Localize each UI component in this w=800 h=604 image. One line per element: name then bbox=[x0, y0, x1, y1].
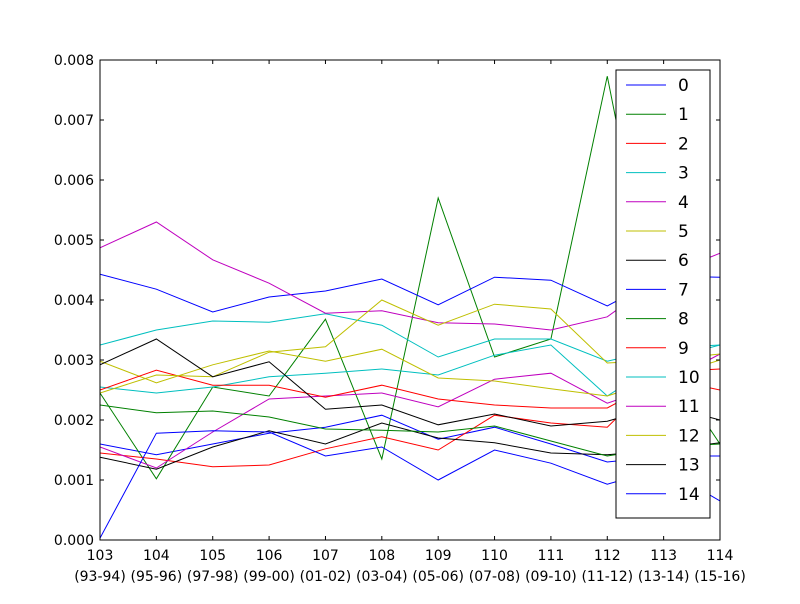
y-tick-label: 0.006 bbox=[54, 173, 94, 189]
x-tick-sublabel: (13-14) bbox=[638, 569, 690, 585]
y-tick-label: 0.001 bbox=[54, 473, 94, 489]
legend-label: 14 bbox=[678, 485, 700, 505]
x-tick-sublabel: (93-94) bbox=[74, 569, 126, 585]
x-tick-label: 103 bbox=[87, 548, 114, 564]
y-tick-label: 0.000 bbox=[54, 533, 94, 549]
x-tick-label: 104 bbox=[143, 548, 170, 564]
y-tick-label: 0.004 bbox=[54, 293, 94, 309]
y-tick-label: 0.005 bbox=[54, 233, 94, 249]
x-tick-label: 114 bbox=[707, 548, 734, 564]
x-tick-label: 109 bbox=[425, 548, 452, 564]
legend-label: 10 bbox=[678, 368, 700, 388]
x-tick-sublabel: (95-96) bbox=[131, 569, 183, 585]
legend-label: 1 bbox=[678, 105, 689, 125]
legend-label: 3 bbox=[678, 164, 689, 184]
y-tick-label: 0.007 bbox=[54, 113, 94, 129]
x-tick-sublabel: (07-08) bbox=[469, 569, 521, 585]
y-tick-label: 0.002 bbox=[54, 413, 94, 429]
y-tick-label: 0.008 bbox=[54, 53, 94, 69]
x-tick-sublabel: (01-02) bbox=[300, 569, 352, 585]
legend-label: 7 bbox=[678, 280, 689, 300]
x-tick-sublabel: (15-16) bbox=[694, 569, 746, 585]
x-tick-label: 105 bbox=[199, 548, 226, 564]
legend-label: 6 bbox=[678, 251, 689, 271]
legend-label: 8 bbox=[678, 310, 689, 330]
x-tick-sublabel: (99-00) bbox=[243, 569, 295, 585]
x-tick-sublabel: (11-12) bbox=[581, 569, 633, 585]
legend-label: 11 bbox=[678, 397, 700, 417]
legend-label: 2 bbox=[678, 134, 689, 154]
x-tick-label: 108 bbox=[368, 548, 395, 564]
legend-box bbox=[615, 69, 711, 519]
x-tick-sublabel: (05-06) bbox=[412, 569, 464, 585]
legend-label: 5 bbox=[678, 222, 689, 242]
y-tick-label: 0.003 bbox=[54, 353, 94, 369]
x-tick-label: 110 bbox=[481, 548, 508, 564]
x-tick-sublabel: (09-10) bbox=[525, 569, 577, 585]
x-tick-sublabel: (03-04) bbox=[356, 569, 408, 585]
x-tick-label: 106 bbox=[256, 548, 283, 564]
x-tick-label: 107 bbox=[312, 548, 339, 564]
legend-label: 0 bbox=[678, 76, 689, 96]
x-tick-label: 112 bbox=[594, 548, 621, 564]
legend-label: 13 bbox=[678, 456, 700, 476]
x-tick-label: 111 bbox=[538, 548, 565, 564]
legend-label: 12 bbox=[678, 426, 700, 446]
x-tick-label: 113 bbox=[650, 548, 677, 564]
legend-label: 9 bbox=[678, 339, 689, 359]
axes-layer: 0.000 0.001 0.002 0.003 0.004 0.005 0.006 0.007… bbox=[54, 53, 746, 585]
legend-label: 4 bbox=[678, 193, 689, 213]
x-tick-sublabel: (97-98) bbox=[187, 569, 239, 585]
